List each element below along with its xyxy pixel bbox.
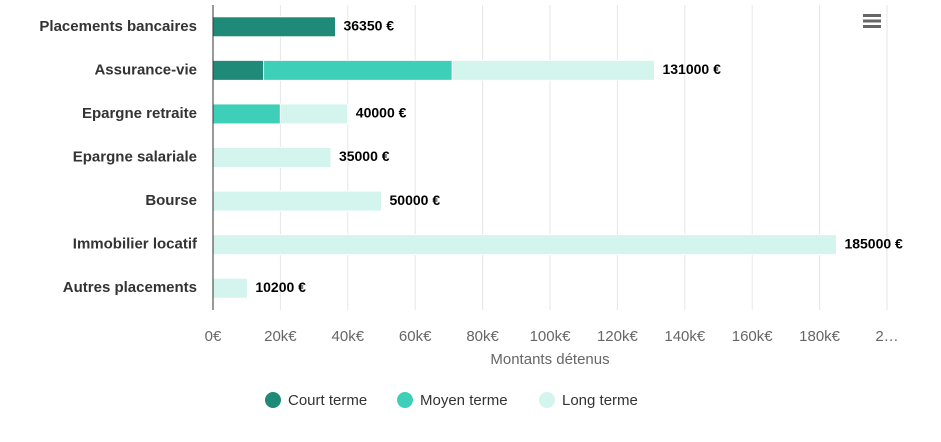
- y-tick-label: Autres placements: [63, 279, 197, 296]
- bar-segment: [212, 147, 332, 168]
- y-tick-label: Assurance-vie: [94, 61, 197, 78]
- y-tick-label: Placements bancaires: [39, 18, 197, 35]
- total-label: 131000 €: [662, 61, 721, 77]
- total-label: 36350 €: [343, 17, 394, 33]
- x-axis-title: Montants détenus: [490, 351, 609, 368]
- total-label: 10200 €: [255, 279, 306, 295]
- legend-swatch: [539, 392, 555, 408]
- x-tick-label: 100k€: [530, 328, 572, 345]
- total-label: 185000 €: [844, 235, 903, 251]
- legend-label: Court terme: [288, 392, 367, 409]
- bar-segment: [279, 103, 349, 125]
- bar-segment: [451, 59, 655, 81]
- x-tick-label: 2…: [875, 328, 898, 345]
- legend-item[interactable]: Court terme: [265, 392, 367, 409]
- x-tick-label: 20k€: [264, 328, 297, 345]
- x-tick-label: 180k€: [799, 328, 841, 345]
- legend-swatch: [397, 392, 413, 408]
- bar-segment: [212, 59, 265, 81]
- y-tick-label: Immobilier locatif: [73, 236, 198, 253]
- x-tick-label: 140k€: [664, 328, 706, 345]
- x-tick-label: 60k€: [399, 328, 432, 345]
- x-tick-label: 80k€: [466, 328, 499, 345]
- menu-icon[interactable]: [863, 14, 881, 28]
- y-tick-label: Bourse: [145, 192, 197, 209]
- legend-item[interactable]: Moyen terme: [397, 392, 508, 409]
- bar-segment: [212, 277, 248, 299]
- bar-segment: [212, 16, 336, 38]
- legend-label: Moyen terme: [420, 392, 508, 409]
- legend-item[interactable]: Long terme: [539, 392, 638, 409]
- total-label: 40000 €: [356, 105, 407, 121]
- bar-segment: [212, 103, 281, 125]
- legend-label: Long terme: [562, 392, 638, 409]
- legend-swatch: [265, 392, 281, 408]
- x-tick-label: 160k€: [732, 328, 774, 345]
- y-tick-label: Epargne salariale: [73, 148, 197, 165]
- x-tick-label: 120k€: [597, 328, 639, 345]
- bar-segment: [212, 234, 837, 256]
- total-label: 35000 €: [339, 148, 390, 164]
- x-tick-label: 40k€: [332, 328, 365, 345]
- y-tick-label: Epargne retraite: [82, 105, 197, 122]
- x-tick-label: 0€: [205, 328, 222, 345]
- total-label: 50000 €: [390, 192, 441, 208]
- bar-segment: [263, 59, 453, 81]
- bar-segment: [212, 190, 382, 212]
